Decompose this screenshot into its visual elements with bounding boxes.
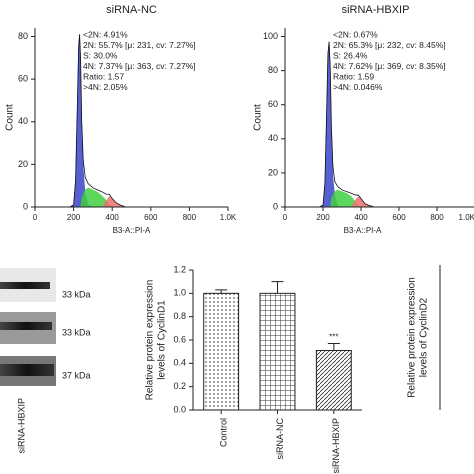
annotation: Ratio: 1.59: [333, 71, 374, 81]
y-axis-label: levels of CyclinD2: [419, 297, 430, 377]
y-tick-label: 0: [273, 201, 278, 211]
x-tick-label: 600: [392, 213, 406, 222]
histogram-outline: [35, 34, 228, 208]
y-tick-label: 0.0: [173, 404, 186, 414]
annotation: 4N: 7.37% [μ: 363, cv: 7.27%]: [83, 61, 196, 71]
y-axis-label: Relative protein expression: [145, 280, 156, 401]
bar: [259, 292, 296, 411]
annotation: S: 26.4%: [333, 50, 368, 60]
annotation: 4N: 7.62% [μ: 369, cv: 8.35%]: [333, 61, 446, 71]
x-tick-label: 0: [283, 213, 288, 222]
chart-title: siRNA-NC: [106, 4, 157, 16]
x-tick-label: 800: [183, 213, 197, 222]
annotation: S: 30.0%: [83, 50, 118, 60]
y-tick-label: 40: [268, 133, 278, 143]
annotation: 2N: 65.3% [μ: 232, cv: 8.45%]: [333, 40, 446, 50]
annotation: <2N: 0.67%: [333, 29, 378, 39]
bar: [203, 292, 240, 411]
y-tick-label: 1.2: [173, 264, 186, 274]
annotation: <2N: 4.91%: [83, 29, 128, 39]
x-tick-label: 200: [67, 213, 81, 222]
y-tick-label: 0.8: [173, 311, 186, 321]
annotation: Ratio: 1.57: [83, 71, 124, 81]
histogram-outline: [285, 41, 474, 208]
y-axis-label: levels of CyclinD1: [157, 300, 168, 380]
blot-label: 33 kDa: [62, 289, 91, 299]
bar: [315, 350, 352, 411]
model-area: [351, 196, 375, 208]
x-tick-label: siRNA-NC: [275, 418, 285, 460]
error-bar: [215, 289, 228, 294]
x-tick-label: 1.0K: [220, 213, 237, 222]
x-tick-label: 400: [354, 213, 368, 222]
error-bar: [327, 343, 340, 351]
blot-band: [0, 322, 52, 330]
significance: ***: [329, 333, 338, 342]
y-axis-label: Relative protein expression: [407, 277, 418, 398]
y-tick-label: 20: [268, 167, 278, 177]
y-tick-label: 0.6: [173, 334, 186, 344]
y-axis-label: Count: [5, 104, 16, 131]
x-tick-label: 0: [33, 213, 38, 222]
annotation: >4N: 0.046%: [333, 82, 383, 92]
y-tick-label: 80: [268, 65, 278, 75]
y-axis-label: Count: [253, 104, 264, 131]
blot-label: 33 kDa: [62, 327, 91, 337]
x-tick-label: 400: [106, 213, 120, 222]
y-tick-label: 0: [23, 201, 28, 211]
y-tick-label: 60: [268, 99, 278, 109]
y-tick-label: 60: [18, 74, 28, 84]
axis: [192, 270, 362, 411]
chart-title: siRNA-HBXIP: [342, 4, 410, 16]
x-axis-label: B3-A::PI-A: [344, 226, 382, 235]
blot-band: [0, 282, 50, 289]
lane-label: siRNA-HBXIP: [16, 398, 26, 454]
annotation: >4N: 2.05%: [83, 82, 128, 92]
x-tick-label: 200: [316, 213, 330, 222]
y-tick-label: 0.2: [173, 381, 186, 391]
axis: [284, 28, 474, 208]
annotation: 2N: 55.7% [μ: 231, cv: 7.27%]: [83, 40, 196, 50]
blot-label: 37 kDa: [62, 370, 91, 380]
y-tick-label: 100: [263, 31, 278, 41]
x-axis-label: B3-A::PI-A: [113, 226, 151, 235]
y-tick-label: 40: [18, 116, 28, 126]
x-tick-label: 800: [430, 213, 444, 222]
blot-band: [0, 364, 54, 376]
y-tick-label: 80: [18, 31, 28, 41]
error-bar: [271, 281, 284, 294]
axis: [34, 28, 228, 208]
x-tick-label: 1.0K: [459, 213, 474, 222]
x-tick-label: 600: [144, 213, 158, 222]
y-tick-label: 1.0: [173, 288, 186, 298]
x-tick-label: Control: [219, 418, 229, 447]
y-tick-label: 0.4: [173, 358, 186, 368]
x-tick-label: siRNA-HBXIP: [331, 418, 341, 474]
y-tick-label: 20: [18, 159, 28, 169]
